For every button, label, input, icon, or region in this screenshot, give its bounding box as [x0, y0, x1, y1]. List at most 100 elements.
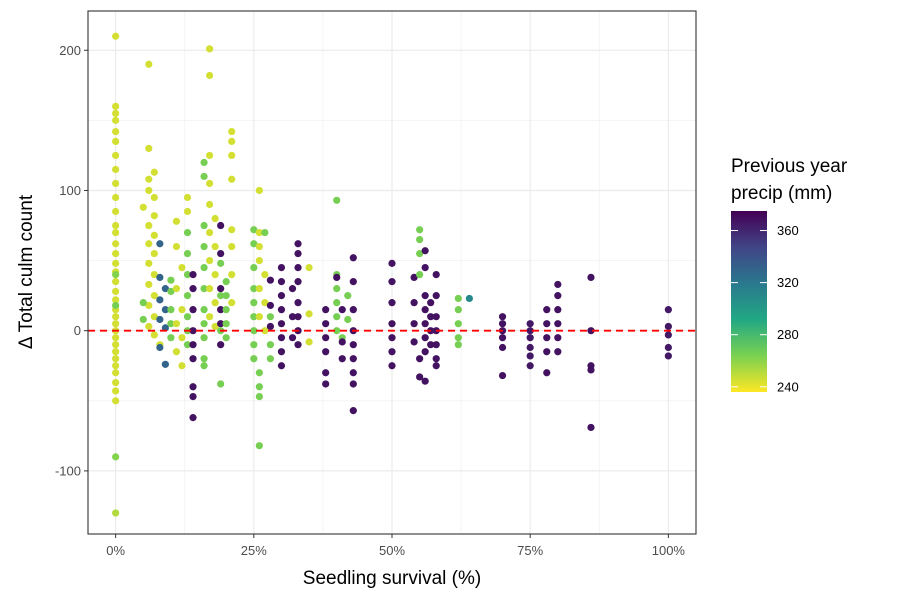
data-point-270 — [498, 313, 507, 321]
legend-tick-label-0: 240 — [777, 379, 799, 394]
data-point-43 — [139, 203, 147, 211]
data-point-84 — [183, 207, 192, 216]
data-point-18 — [112, 287, 120, 296]
data-point-152 — [250, 285, 258, 293]
legend-title-line-1: Previous year — [731, 156, 848, 177]
data-point-202 — [322, 334, 330, 342]
data-point-178 — [277, 263, 286, 272]
data-point-0 — [112, 32, 120, 40]
data-point-131 — [217, 341, 225, 349]
data-point-53 — [145, 301, 153, 310]
data-point-297 — [587, 423, 595, 432]
data-point-60 — [156, 240, 164, 248]
data-point-248 — [421, 306, 429, 314]
data-point-13 — [112, 240, 120, 248]
data-point-265 — [454, 306, 462, 314]
data-point-27 — [112, 355, 120, 363]
data-point-167 — [255, 285, 263, 293]
data-point-196 — [294, 341, 302, 349]
data-point-121 — [211, 271, 219, 279]
data-points — [112, 32, 672, 517]
data-point-190 — [294, 249, 302, 258]
data-point-170 — [261, 327, 269, 335]
data-point-201 — [322, 320, 330, 328]
data-point-15 — [112, 259, 120, 267]
data-point-19 — [112, 296, 120, 304]
data-point-266 — [454, 320, 462, 328]
data-point-171 — [261, 228, 269, 237]
data-point-230 — [388, 299, 396, 307]
data-point-133 — [217, 292, 225, 300]
data-point-79 — [172, 320, 181, 328]
data-point-85 — [183, 228, 192, 237]
data-point-251 — [421, 348, 429, 356]
data-point-130 — [217, 320, 225, 328]
data-point-203 — [322, 348, 330, 356]
data-point-144 — [222, 278, 230, 286]
data-point-233 — [388, 348, 396, 356]
data-point-81 — [172, 348, 181, 356]
data-point-83 — [183, 193, 192, 202]
data-point-105 — [200, 263, 208, 272]
data-point-296 — [587, 366, 595, 374]
data-point-80 — [178, 334, 186, 342]
data-point-76 — [178, 263, 186, 272]
data-point-87 — [183, 271, 192, 279]
data-point-286 — [543, 369, 551, 377]
data-point-288 — [554, 292, 562, 300]
data-point-289 — [554, 306, 562, 314]
data-point-1 — [112, 102, 120, 110]
data-point-253 — [427, 299, 435, 307]
data-point-156 — [250, 341, 258, 349]
data-point-64 — [161, 306, 169, 314]
data-point-17 — [112, 278, 120, 286]
data-point-157 — [250, 355, 258, 363]
data-point-166 — [261, 271, 269, 279]
data-point-149 — [250, 226, 258, 234]
data-point-147 — [222, 320, 230, 328]
data-point-240 — [416, 373, 424, 381]
data-point-114 — [206, 151, 214, 160]
data-point-111 — [200, 362, 208, 370]
data-point-185 — [277, 362, 286, 370]
x-tick-label-1: 25% — [241, 543, 267, 558]
data-point-209 — [333, 299, 341, 307]
data-point-176 — [266, 301, 274, 310]
data-point-67 — [156, 343, 164, 352]
data-point-115 — [206, 179, 214, 188]
data-point-278 — [526, 334, 534, 342]
data-point-125 — [211, 322, 219, 331]
data-point-142 — [228, 271, 236, 279]
data-point-62 — [161, 285, 169, 293]
data-point-215 — [338, 338, 346, 346]
legend-tick-label-3: 360 — [777, 223, 799, 238]
data-point-177 — [266, 322, 274, 331]
data-point-161 — [255, 442, 263, 450]
data-point-51 — [145, 280, 153, 289]
data-point-250 — [421, 334, 429, 342]
data-point-127 — [217, 249, 225, 258]
data-point-8 — [112, 179, 120, 188]
data-point-22 — [112, 320, 120, 328]
data-point-102 — [200, 172, 208, 181]
data-point-245 — [421, 247, 429, 255]
data-point-148 — [222, 334, 230, 342]
data-point-39 — [150, 168, 158, 176]
data-point-104 — [200, 242, 208, 251]
data-point-175 — [266, 276, 274, 284]
data-point-155 — [250, 327, 258, 335]
data-point-141 — [228, 242, 236, 251]
data-point-188 — [288, 334, 297, 342]
data-point-139 — [228, 175, 236, 183]
data-point-234 — [388, 362, 396, 370]
data-point-32 — [112, 397, 120, 405]
data-point-3 — [112, 116, 120, 124]
data-point-211 — [333, 327, 341, 335]
data-point-165 — [255, 256, 263, 265]
data-point-264 — [454, 294, 462, 303]
data-point-75 — [172, 242, 181, 251]
data-point-277 — [526, 327, 534, 335]
data-point-221 — [349, 306, 357, 314]
data-point-160 — [255, 392, 263, 401]
data-point-88 — [183, 292, 192, 300]
